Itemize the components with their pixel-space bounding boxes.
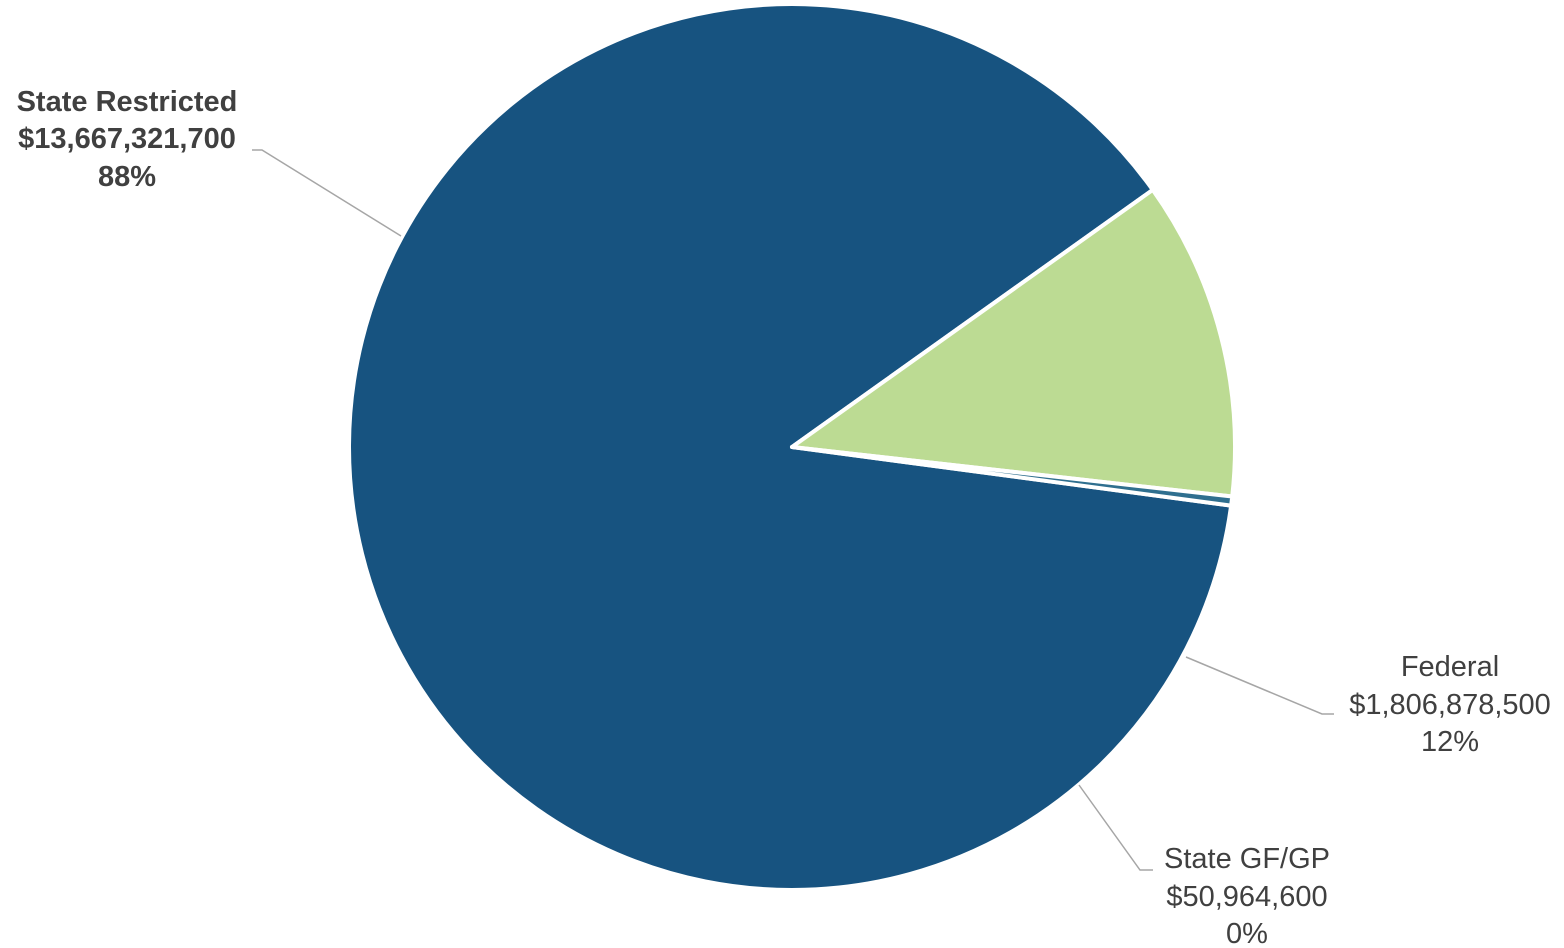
data-label-state-restricted-percent-label: 88% [98,161,156,193]
pie-slice-federal [790,187,1237,499]
pie-slice-state-gf-gp [790,445,1235,508]
data-label-federal-percent-label: 12% [1421,726,1479,758]
data-label-federal-category-label: Federal [1401,651,1499,683]
data-label-state-restricted-category-label: State Restricted [17,86,238,118]
leader-line-state-gf-gp [1078,784,1153,871]
leader-line-federal [1185,656,1334,715]
data-label-federal-value-label: $1,806,878,500 [1349,689,1551,721]
data-label-state-gf-gp-percent-label: 0% [1226,918,1268,948]
leader-lines [252,149,1334,871]
data-label-state-gf-gp-value-label: $50,964,600 [1166,881,1327,913]
leader-line-state-restricted [252,149,402,237]
data-label-state-gf-gp-category-label: State GF/GP [1164,843,1330,875]
data-label-state-restricted-value-label: $13,667,321,700 [18,123,236,155]
pie-slices [347,2,1237,892]
data-labels: State Restricted $13,667,321,700 88% Federa… [17,86,1551,948]
